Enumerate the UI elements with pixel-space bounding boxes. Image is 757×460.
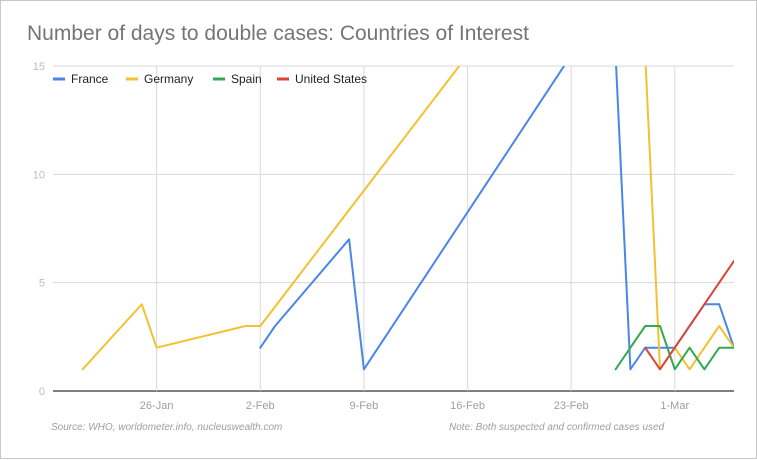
x-tick-label: 26-Jan: [140, 400, 174, 412]
y-tick-label: 10: [33, 169, 45, 181]
legend: France Germany Spain United States: [53, 72, 367, 86]
x-tick-label: 1-Mar: [660, 400, 689, 412]
x-tick-label: 9-Feb: [350, 400, 379, 412]
y-tick-label: 15: [33, 61, 45, 73]
series-lines: [81, 66, 734, 371]
legend-label: Germany: [144, 72, 193, 86]
legend-label: Spain: [231, 72, 262, 86]
x-tick-label: 23-Feb: [554, 400, 589, 412]
source-note: Source: WHO, worldometer.info, nucleuswe…: [51, 422, 283, 433]
legend-label: France: [71, 72, 109, 86]
y-tick-label: 5: [39, 278, 45, 290]
x-tick-labels: 26-Jan 2-Feb 9-Feb 16-Feb 23-Feb 1-Mar: [140, 400, 690, 412]
series-line-united-states: [644, 260, 734, 371]
chart-title: Number of days to double cases: Countrie…: [27, 22, 529, 45]
x-tick-label: 16-Feb: [450, 400, 485, 412]
cases-note: Note: Both suspected and confirmed cases…: [449, 422, 665, 433]
legend-label: United States: [295, 72, 367, 86]
x-tick-label: 2-Feb: [246, 400, 275, 412]
y-tick-label: 0: [39, 386, 45, 398]
series-line-germany: [81, 66, 734, 371]
series-line-france: [259, 66, 734, 371]
y-tick-labels: 0 5 10 15: [33, 61, 45, 398]
series-line-spain: [614, 325, 734, 371]
